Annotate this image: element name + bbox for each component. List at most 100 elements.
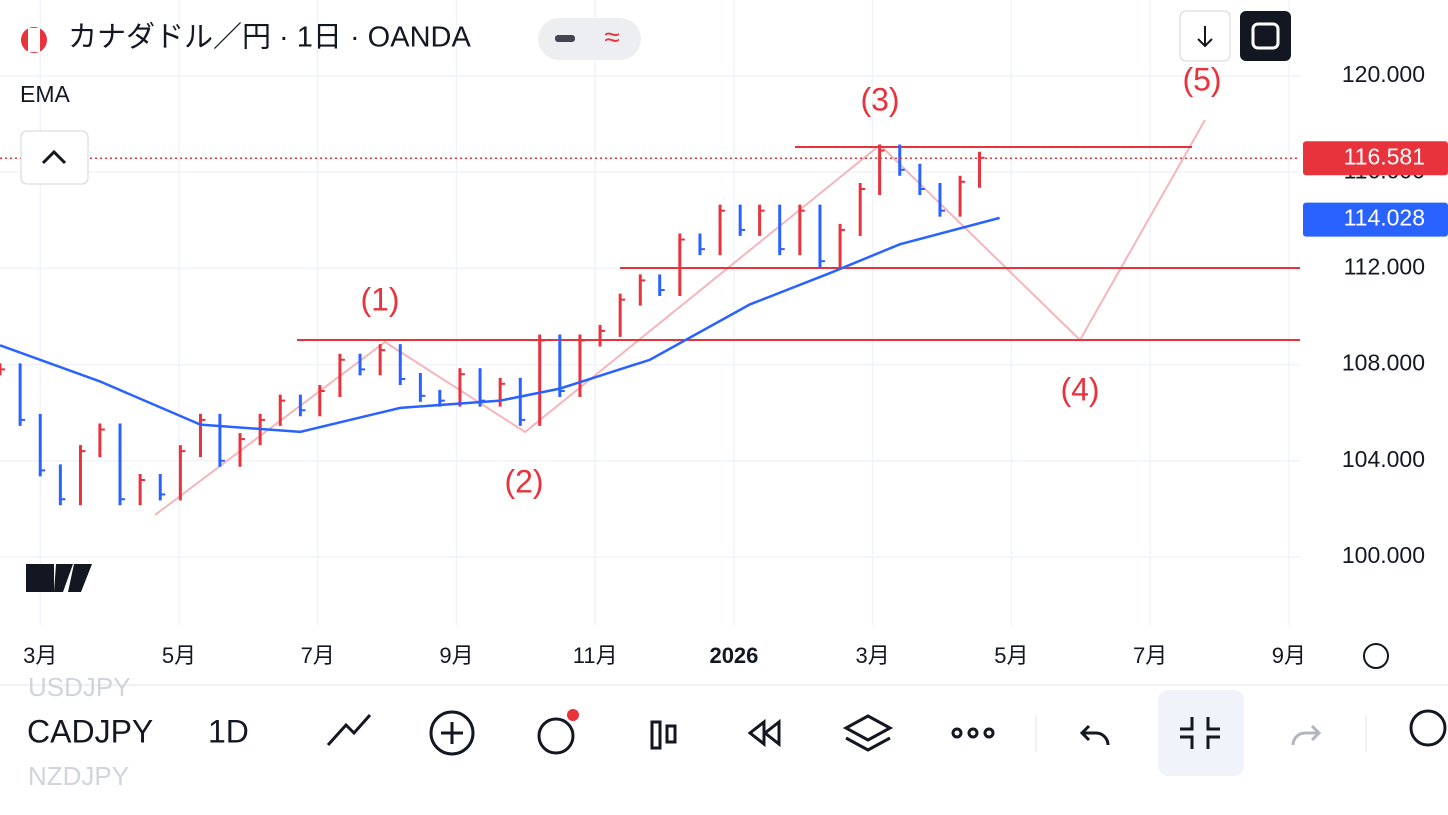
plus-icon [441, 722, 463, 744]
y-tick-label: 108.000 [1342, 350, 1425, 376]
more-button[interactable] [951, 727, 995, 739]
wave-label: (4) [1060, 371, 1099, 407]
collapse-chart-button[interactable] [1158, 690, 1244, 776]
price-bar [638, 274, 642, 306]
price-bar [698, 233, 702, 256]
prev-symbol[interactable]: USDJPY [28, 672, 131, 702]
price-bar [918, 163, 922, 196]
settings-button[interactable] [1363, 643, 1389, 669]
indicator-label[interactable]: EMA [20, 81, 71, 107]
wave-path [154, 119, 1206, 516]
y-tick-label: 104.000 [1342, 446, 1425, 472]
collapse-icon [1180, 717, 1220, 749]
wave-label: (1) [360, 281, 399, 317]
price-bar [778, 204, 782, 256]
x-tick-label: 5月 [994, 643, 1028, 668]
price-bar [298, 394, 302, 417]
price-bar [218, 413, 222, 467]
x-tick-label: 5月 [162, 643, 196, 668]
chart-type-button[interactable] [650, 720, 662, 750]
interval-button[interactable]: 1D [208, 713, 249, 749]
flag-icon [28, 28, 40, 52]
x-tick-label: 9月 [1272, 643, 1306, 668]
alert-dot [567, 709, 579, 721]
add-button[interactable] [429, 710, 475, 756]
price-bar [878, 144, 882, 196]
x-tick-label: 7月 [1133, 643, 1167, 668]
price-bar [978, 151, 982, 188]
price-bar [78, 445, 82, 506]
symbol-title[interactable]: カナダドル／円 · 1日 · OANDA [68, 21, 471, 54]
y-tick-label: 120.000 [1342, 61, 1425, 87]
price-bar [238, 433, 242, 467]
price-bar [38, 413, 42, 477]
fullscreen-button[interactable] [1240, 11, 1291, 61]
x-tick-label: 9月 [439, 643, 473, 668]
price-bar [898, 144, 902, 176]
price-bar [938, 183, 942, 217]
price-bar [498, 377, 502, 407]
price-bar [618, 293, 622, 337]
price-bar [318, 385, 322, 417]
chevron-icon [41, 149, 67, 165]
alert-button[interactable] [537, 717, 575, 755]
price-bar [58, 464, 62, 506]
next-symbol[interactable]: NZDJPY [28, 761, 129, 791]
price-bar [738, 204, 742, 236]
price-bar [178, 445, 182, 501]
price-bar [818, 204, 822, 268]
price-bar [198, 413, 202, 458]
status-icon [555, 35, 575, 42]
price-bar [18, 363, 22, 426]
price-bar [478, 368, 482, 407]
wave-label: (5) [1182, 61, 1221, 97]
last-price-tag [1303, 141, 1448, 176]
chart-type-icon [665, 724, 677, 744]
price-bar [598, 324, 602, 347]
x-tick-label: 11月 [573, 643, 618, 668]
replay-button[interactable] [747, 718, 781, 748]
ema-line [0, 216, 1000, 434]
price-bar [578, 334, 582, 398]
drawing-tool[interactable] [326, 714, 372, 747]
price-bar [838, 223, 842, 268]
status-icon: ≈ [604, 21, 619, 52]
price-bar [518, 377, 522, 426]
layers-button[interactable] [842, 714, 894, 752]
y-tick-label: 112.000 [1344, 253, 1425, 279]
x-tick-label: 7月 [301, 643, 335, 668]
price-bar [798, 204, 802, 256]
ideas-button[interactable] [1409, 709, 1447, 747]
price-bar [378, 344, 382, 376]
price-bar [358, 353, 362, 376]
drawings: (1) (2) (3) (4) (5) [154, 61, 1300, 516]
wave-label: (3) [860, 81, 899, 117]
price-bar [158, 473, 162, 501]
symbol-button[interactable]: CADJPY [27, 713, 153, 749]
price-bar [398, 344, 402, 385]
price-bar [278, 394, 282, 426]
redo-button[interactable] [1291, 724, 1322, 746]
last-price-label: 116.581 [1344, 143, 1425, 169]
price-bar [118, 423, 122, 506]
price-bar [958, 175, 962, 217]
price-bar [658, 274, 662, 297]
price-bar [858, 183, 862, 236]
price-bar [678, 233, 682, 297]
price-bar [138, 473, 142, 506]
x-tick-label: 2026 [709, 643, 758, 668]
collapse-button[interactable] [20, 130, 89, 185]
fullscreen-icon [1251, 22, 1280, 50]
x-tick-label: 3月 [856, 643, 890, 668]
ema-price-tag [1303, 202, 1448, 237]
logo [26, 564, 92, 592]
status-pill[interactable] [538, 18, 641, 60]
ema-price-label: 114.028 [1344, 205, 1425, 231]
undo-button[interactable] [1079, 724, 1110, 746]
price-bar [338, 353, 342, 398]
wave-label: (2) [504, 463, 543, 499]
x-tick-label: 3月 [23, 643, 57, 668]
arrow-icon [1197, 26, 1213, 48]
y-tick-label: 100.000 [1342, 542, 1425, 568]
